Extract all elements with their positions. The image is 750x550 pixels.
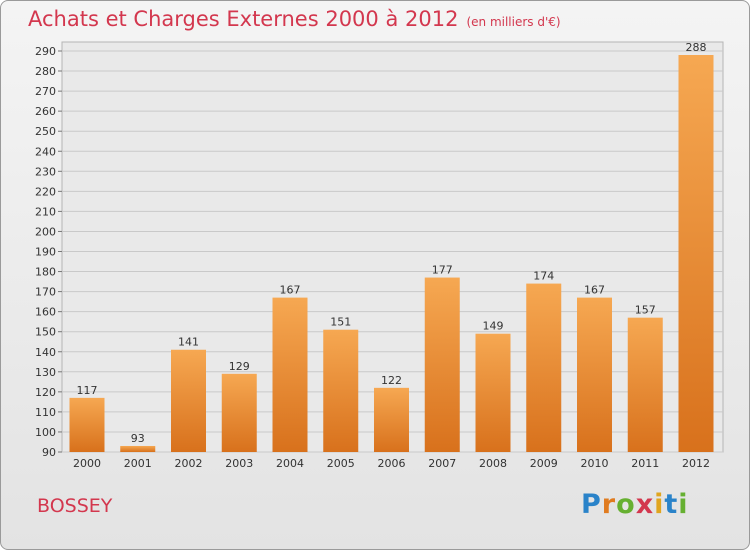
bar-2001 [120, 445, 156, 452]
x-tick-label-2006: 2006 [378, 457, 406, 470]
y-tick-label: 290 [35, 45, 56, 58]
value-label-2002: 141 [178, 336, 199, 349]
bar-2007 [424, 277, 460, 452]
y-tick-label: 120 [35, 386, 56, 399]
bar-2012 [678, 55, 714, 452]
value-label-2003: 129 [229, 360, 250, 373]
y-tick-label: 250 [35, 125, 56, 138]
y-tick-label: 220 [35, 185, 56, 198]
y-tick-label: 150 [35, 326, 56, 339]
x-axis: 2000 2001 2002 2003 2004 2005 2006 2007 2008 2009… [73, 457, 710, 470]
x-tick-label-2007: 2007 [428, 457, 456, 470]
proxiti-logo: Proxiti [581, 489, 689, 520]
x-tick-label-2012: 2012 [682, 457, 710, 470]
y-tick-label: 270 [35, 85, 56, 98]
bar-2000 [69, 397, 105, 452]
value-label-2007: 177 [432, 264, 453, 277]
y-tick-label: 230 [35, 165, 56, 178]
x-tick-label-2003: 2003 [225, 457, 253, 470]
y-tick-label: 260 [35, 105, 56, 118]
x-tick-label-2008: 2008 [479, 457, 507, 470]
y-tick-label: 180 [35, 266, 56, 279]
x-tick-label-2004: 2004 [276, 457, 304, 470]
y-tick-label: 200 [35, 225, 56, 238]
x-tick-label-2009: 2009 [530, 457, 558, 470]
value-label-2005: 151 [330, 316, 351, 329]
value-label-2001: 93 [131, 432, 145, 445]
bar-2009 [526, 283, 562, 452]
value-label-2008: 149 [483, 320, 504, 333]
bar-2010 [577, 297, 612, 452]
y-tick-label: 110 [35, 406, 56, 419]
bar-2008 [475, 333, 511, 452]
x-tick-label-2002: 2002 [175, 457, 203, 470]
value-label-2004: 167 [280, 284, 301, 297]
x-tick-label-2000: 2000 [73, 457, 101, 470]
value-label-2006: 122 [381, 374, 402, 387]
y-tick-label: 100 [35, 426, 56, 439]
y-axis: 90 100 110 120 130 140 150 160 170 180 190 200 210 22… [35, 45, 62, 459]
bars: 117 93 141 129 167 151 122 177 149 174 167 157 288 [69, 41, 714, 452]
value-label-2010: 167 [584, 284, 605, 297]
bar-2005 [323, 329, 359, 452]
x-tick-label-2010: 2010 [581, 457, 609, 470]
bar-2006 [374, 387, 409, 452]
bar-2003 [221, 373, 257, 452]
y-tick-label: 280 [35, 65, 56, 78]
bar-2011 [627, 317, 663, 452]
y-tick-label: 160 [35, 306, 56, 319]
chart-title: Achats et Charges Externes 2000 à 2012 (e… [28, 7, 561, 31]
y-tick-label: 210 [35, 205, 56, 218]
chart-title-text: Achats et Charges Externes 2000 à 2012 [28, 7, 459, 31]
y-tick-label: 90 [42, 446, 56, 459]
city-name: BOSSEY [37, 495, 113, 517]
value-label-2009: 174 [533, 270, 554, 283]
y-tick-label: 190 [35, 246, 56, 259]
bar-2004 [272, 297, 308, 452]
x-tick-label-2005: 2005 [327, 457, 355, 470]
value-label-2012: 288 [686, 41, 707, 54]
bar-2002 [171, 349, 206, 452]
x-tick-label-2011: 2011 [631, 457, 659, 470]
y-tick-label: 170 [35, 286, 56, 299]
y-tick-label: 240 [35, 145, 56, 158]
y-tick-label: 140 [35, 346, 56, 359]
value-label-2000: 117 [77, 384, 98, 397]
value-label-2011: 157 [635, 304, 656, 317]
y-tick-label: 130 [35, 366, 56, 379]
chart-subtitle: (en milliers d'€) [466, 15, 561, 29]
x-tick-label-2001: 2001 [124, 457, 152, 470]
